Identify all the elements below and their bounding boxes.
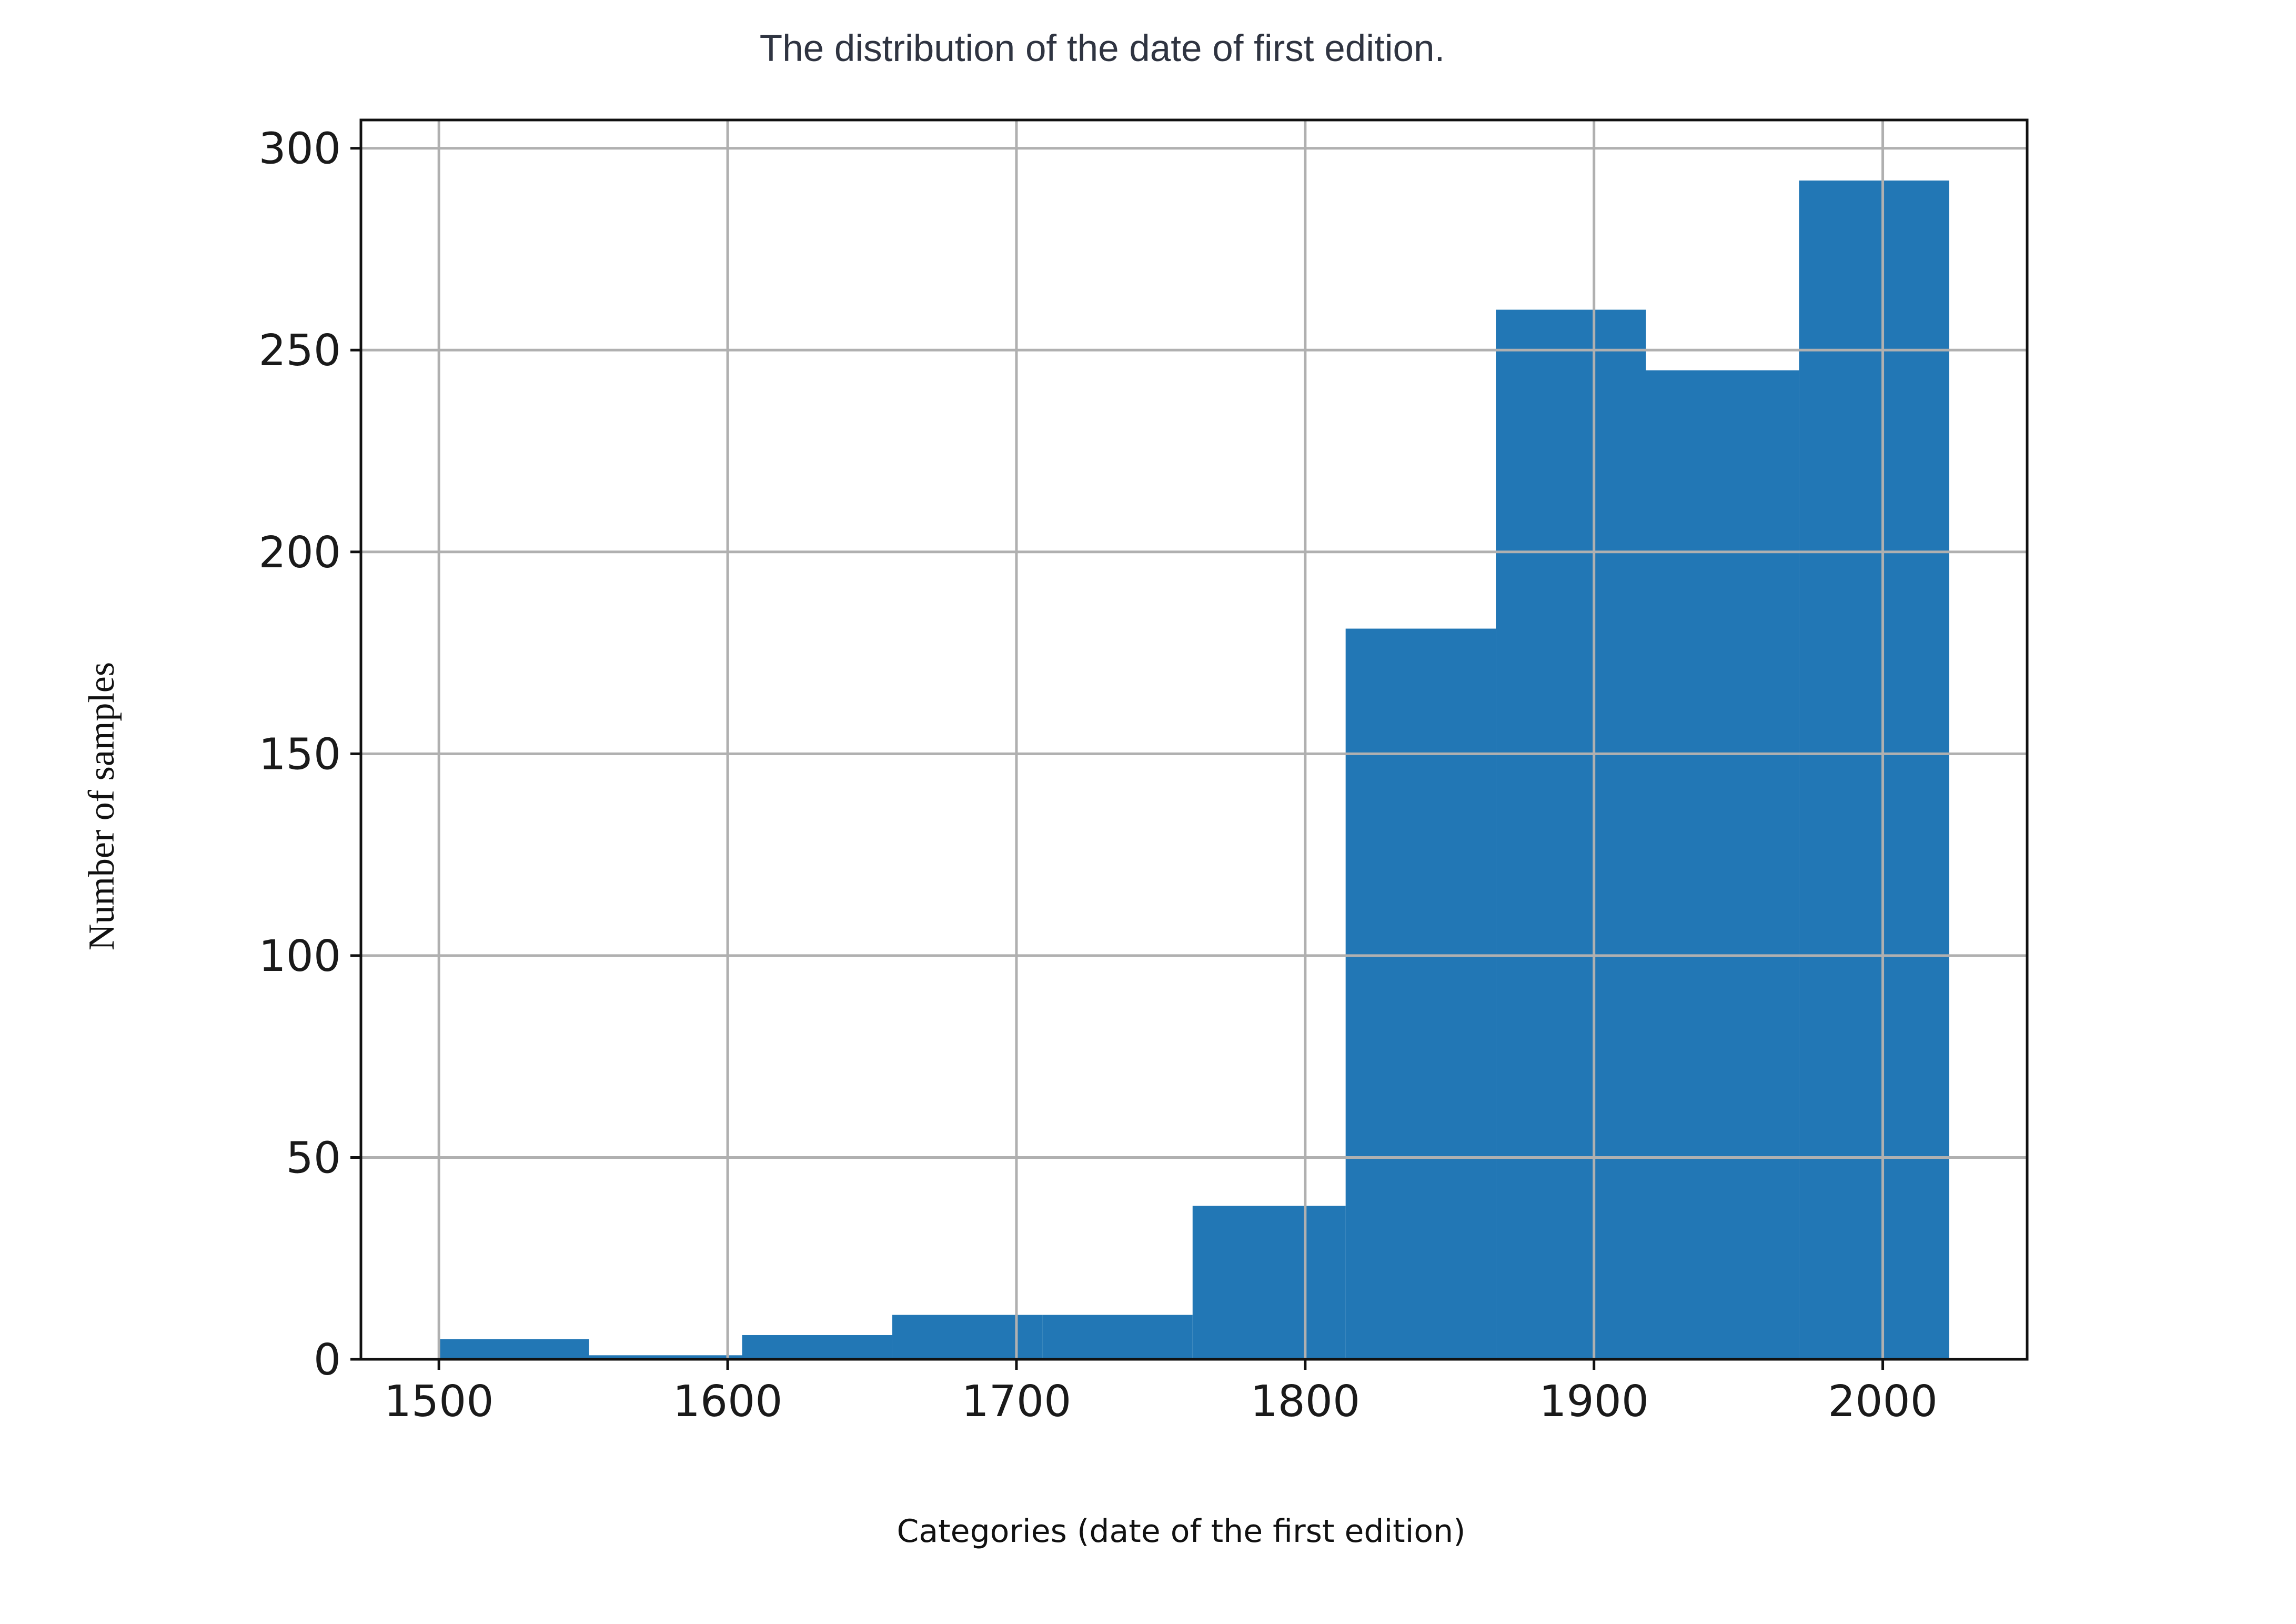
y-tick-label: 150	[258, 729, 341, 779]
y-tick-label: 50	[286, 1133, 341, 1183]
histogram-bar	[892, 1315, 1043, 1359]
histogram-bar	[1496, 309, 1646, 1359]
y-tick-label: 250	[258, 326, 341, 376]
histogram-bar	[1345, 628, 1496, 1359]
histogram-bar	[1799, 181, 1949, 1359]
y-tick-label: 0	[314, 1335, 341, 1385]
histogram-bar	[1646, 370, 1799, 1360]
x-tick-label: 1600	[673, 1377, 783, 1427]
x-tick-label: 2000	[1828, 1377, 1938, 1427]
y-tick-label: 200	[258, 528, 341, 578]
histogram-bar	[742, 1335, 892, 1359]
histogram-bar	[439, 1339, 589, 1359]
histogram-bar	[589, 1355, 742, 1359]
x-tick-label: 1500	[384, 1377, 494, 1427]
y-tick-label: 300	[258, 124, 341, 174]
x-tick-label: 1800	[1250, 1377, 1360, 1427]
chart-title: The distribution of the date of first ed…	[759, 28, 1445, 69]
x-tick-label: 1900	[1539, 1377, 1649, 1427]
histogram-bar	[1042, 1315, 1193, 1359]
histogram-bar	[1192, 1206, 1346, 1359]
y-tick-label: 100	[258, 931, 341, 981]
x-tick-label: 1700	[962, 1377, 1072, 1427]
x-axis-label: Categories (date of the first edition)	[897, 1513, 1466, 1550]
axes-frame	[359, 118, 2029, 1361]
